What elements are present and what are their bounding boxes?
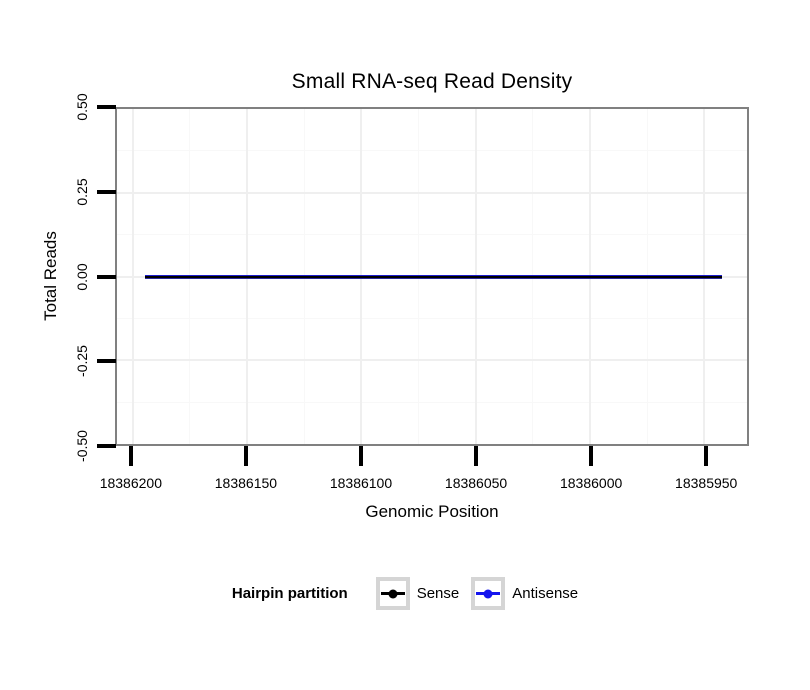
y-axis-tick-mark [97, 274, 116, 279]
legend-label: Sense [416, 585, 460, 602]
grid-minor-horizontal [117, 401, 747, 403]
x-axis-tick-mark [474, 446, 479, 466]
grid-minor-horizontal [117, 317, 747, 319]
x-tick-label: 18386050 [444, 475, 508, 491]
legend-key-sense [375, 577, 410, 610]
x-axis-title: Genomic Position [365, 502, 499, 521]
y-tick-label: -0.25 [74, 345, 90, 378]
legend-point-icon [483, 589, 493, 598]
grid-minor-horizontal [117, 150, 747, 152]
y-tick-label: -0.50 [74, 430, 90, 462]
legend-item-antisense: Antisense [471, 577, 578, 610]
sense-series-line [145, 275, 722, 278]
legend-item-sense: Sense [375, 577, 460, 610]
y-tick-label: 0.00 [74, 262, 90, 291]
y-axis-tick-mark [97, 189, 116, 194]
x-axis-tick-mark [589, 446, 594, 466]
x-tick-label: 18385950 [675, 475, 738, 491]
y-axis-tick-mark [97, 444, 116, 448]
legend-title: Hairpin partition [231, 585, 348, 602]
legend-point-icon [388, 589, 398, 598]
x-axis-tick-mark [358, 446, 363, 466]
legend-label: Antisense [512, 585, 579, 602]
x-tick-label: 18386100 [329, 475, 393, 491]
legend: Hairpin partition Sense Antisense [0, 577, 810, 610]
y-axis-tick-mark [97, 105, 116, 109]
grid-major-horizontal [117, 191, 747, 194]
x-axis-tick-mark [704, 446, 709, 466]
grid-minor-horizontal [117, 234, 747, 236]
x-tick-label: 18386200 [99, 475, 162, 491]
y-tick-label: 0.25 [74, 178, 90, 206]
y-axis-tick-mark [97, 359, 116, 364]
y-axis-title: Total Reads [41, 231, 60, 321]
x-axis-tick-mark [128, 446, 133, 466]
grid-major-vertical [131, 109, 134, 444]
x-tick-label: 18386000 [559, 475, 623, 491]
x-axis-tick-mark [243, 446, 248, 466]
y-tick-label: 0.50 [74, 93, 90, 121]
legend-items: Sense Antisense [364, 577, 578, 610]
legend-key-antisense [471, 577, 506, 610]
chart-title: Small RNA-seq Read Density [291, 70, 573, 93]
x-tick-label: 18386150 [214, 475, 278, 491]
grid-major-horizontal [117, 359, 747, 362]
